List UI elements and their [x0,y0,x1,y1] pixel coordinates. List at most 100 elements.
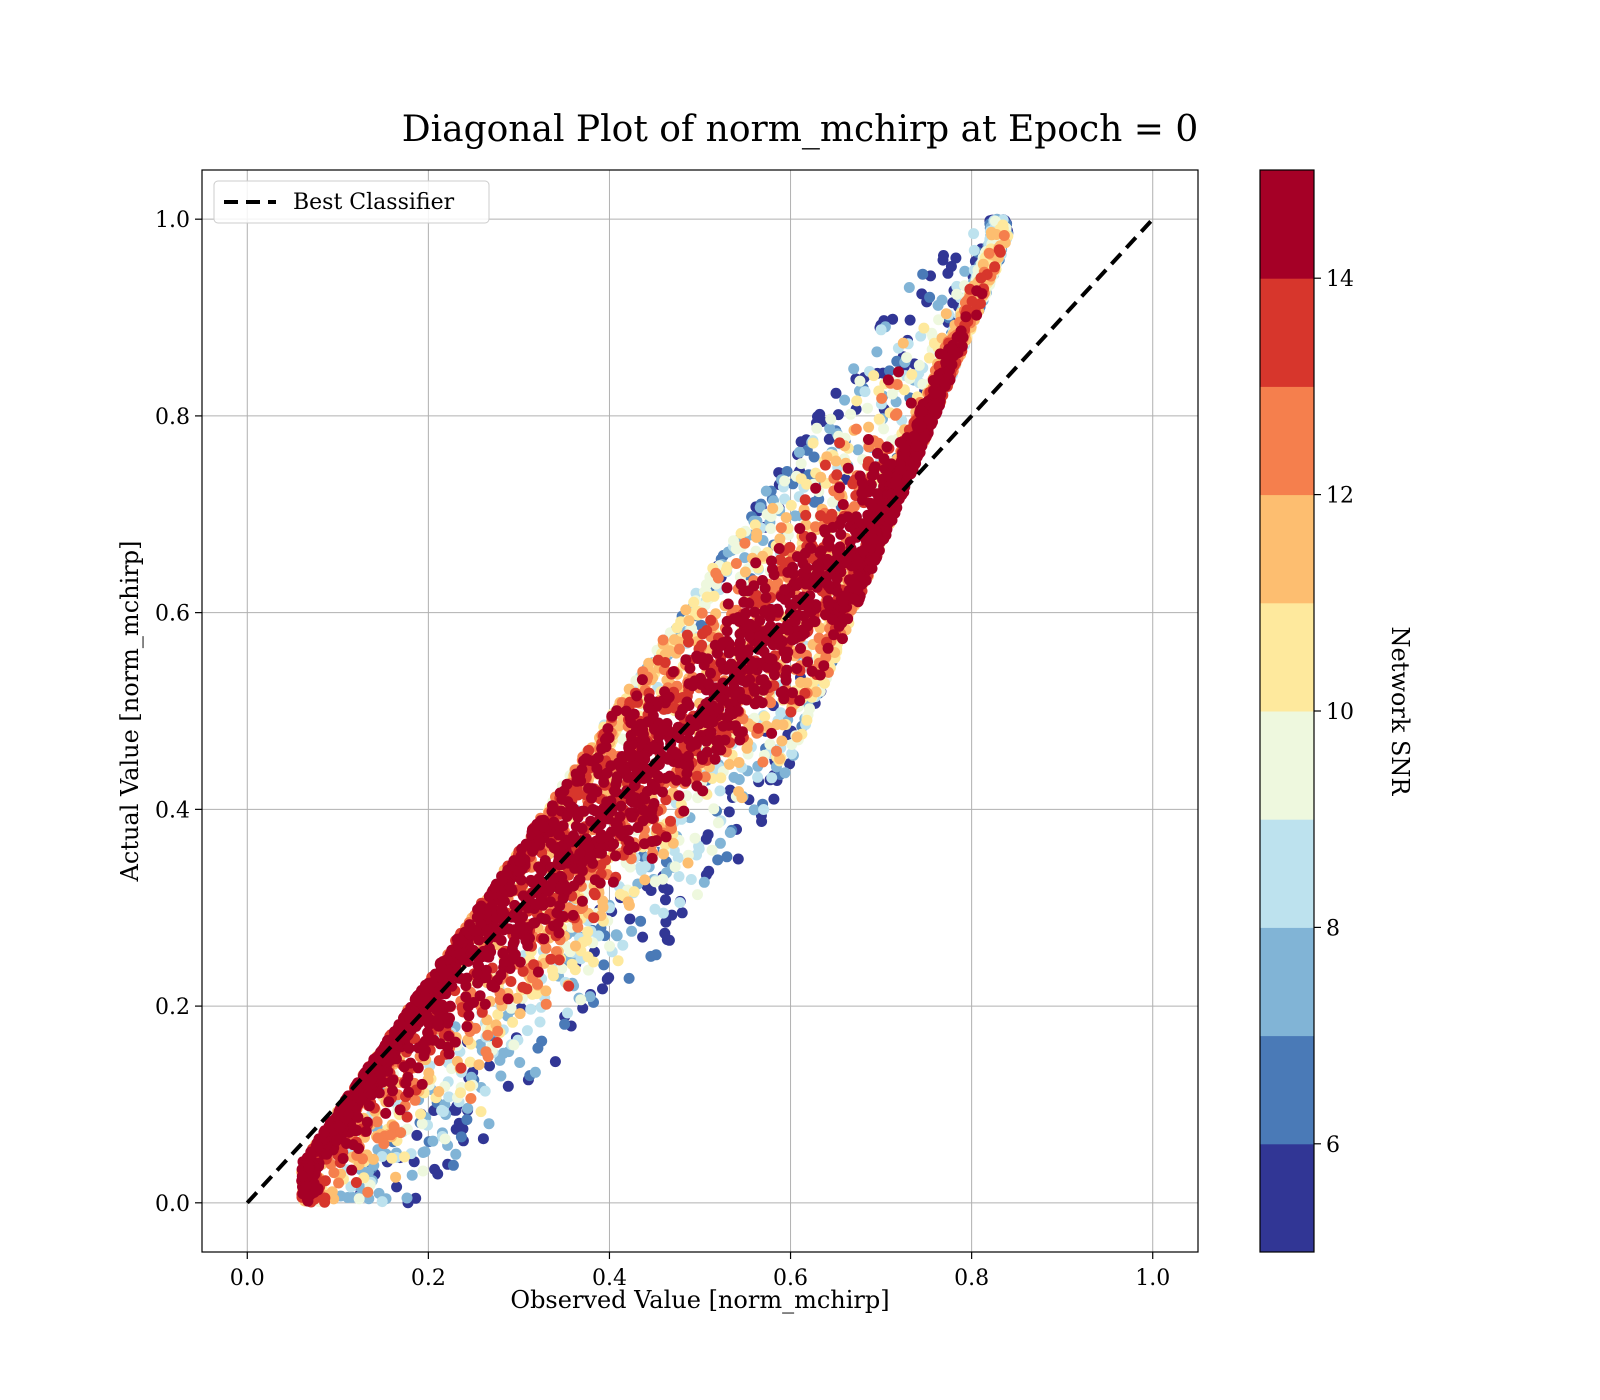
scatter-point [810,686,822,698]
scatter-point [848,501,860,512]
scatter-point [913,359,925,371]
scatter-point [477,1133,489,1145]
scatter-point [819,459,831,471]
scatter-point [876,392,888,404]
scatter-point [588,912,600,924]
scatter-point [901,352,913,363]
scatter-point [372,1132,384,1144]
scatter-point [966,295,978,307]
scatter-point [576,865,588,877]
scatter-point [575,994,587,1006]
scatter-point [815,471,827,483]
scatter-point [810,482,822,494]
scatter-point [507,1016,519,1028]
scatter-point [794,523,806,534]
scatter-point [597,983,608,995]
scatter-point [720,564,732,576]
scatter-point [665,815,676,827]
scatter-point [703,865,715,877]
scatter-point [706,844,718,856]
scatter-point [809,616,821,628]
scatter-point [433,1086,445,1098]
scatter-point [760,592,772,603]
scatter-point [353,1193,365,1205]
scatter-point [904,314,916,326]
scatter-point [760,485,772,497]
scatter-point [801,714,813,726]
scatter-point [387,1085,398,1097]
scatter-point [538,933,550,945]
scatter-point [570,940,581,952]
scatter-point [687,737,698,749]
scatter-point [936,294,948,306]
scatter-point [733,757,745,768]
scatter-point [479,998,491,1010]
scatter-point [462,1102,474,1114]
scatter-point [612,955,624,967]
scatter-point [850,423,862,435]
scatter-point [933,314,945,326]
scatter-point [768,793,780,805]
scatter-point [775,707,787,719]
scatter-point [651,823,663,834]
scatter-point [502,1080,514,1092]
scatter-point [749,606,761,618]
scatter-point [319,1196,331,1208]
scatter-point [721,615,733,627]
scatter-point [685,874,697,885]
scatter-point [759,711,771,723]
scatter-point [766,555,777,567]
scatter-point [781,466,793,477]
scatter-point [545,953,557,965]
scatter-point [529,1066,541,1078]
scatter-point [821,451,833,463]
scatter-point [728,535,739,547]
scatter-point [581,934,593,946]
scatter-point [802,656,814,668]
scatter-point [756,816,768,827]
scatter-point [776,735,788,747]
scatter-point [617,939,629,951]
scatter-point [748,804,760,816]
scatter-point [624,861,636,873]
scatter-point [699,771,711,783]
scatter-point [483,1118,495,1130]
scatter-point [810,521,821,533]
scatter-point [733,774,745,785]
scatter-point [758,804,770,815]
scatter-point [461,1114,473,1126]
scatter-point [828,629,840,641]
scatter-point [443,1091,455,1103]
scatter-point [766,772,778,784]
scatter-point [482,1029,494,1041]
scatter-point [601,973,613,985]
scatter-point [514,1057,526,1068]
scatter-point [614,888,626,900]
scatter-point [918,322,930,334]
scatter-point [813,493,825,505]
scatter-point [390,1171,402,1183]
scatter-point [733,786,745,798]
scatter-point [683,636,694,648]
scatter-point [774,554,786,566]
scatter-point [837,633,848,645]
scatter-point [845,408,857,420]
scatter-point [376,1196,388,1208]
scatter-point [795,473,807,485]
scatter-point [492,1025,504,1037]
scatter-point [854,470,866,482]
scatter-point [689,832,701,844]
scatter-point [884,365,895,377]
scatter-point [534,1016,546,1028]
scatter-point [825,413,837,425]
scatter-point [455,1087,466,1099]
scatter-point [401,1192,413,1204]
scatter-point [765,697,777,709]
scatter-point [893,366,904,378]
scatter-point [784,541,796,553]
scatter-point [766,727,778,739]
scatter-point [532,978,543,990]
scatter-point [873,413,885,425]
scatter-point [721,625,733,637]
scatter-point [786,748,798,760]
